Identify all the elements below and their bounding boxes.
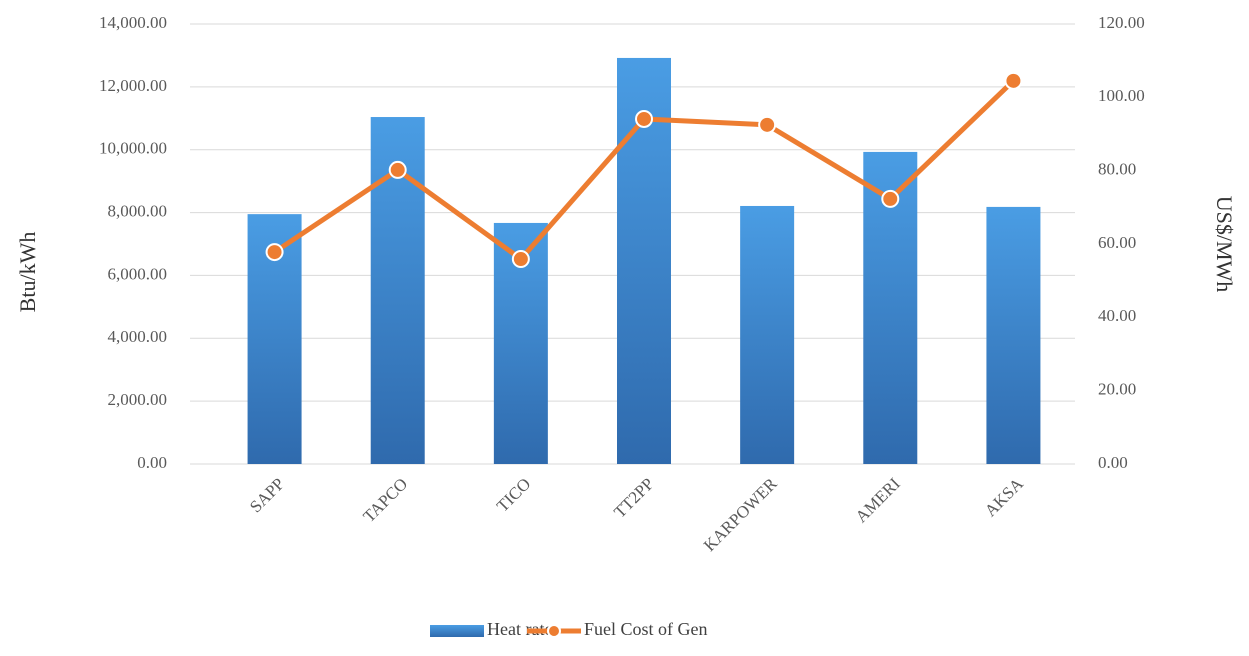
x-tick-label: TICO [493, 474, 534, 515]
y-tick-label: 2,000.00 [108, 390, 168, 409]
bar [986, 206, 1041, 464]
x-tick-label: AMERI [852, 474, 904, 526]
y2-tick-label: 60.00 [1098, 233, 1136, 252]
y-tick-label: 4,000.00 [108, 327, 168, 346]
line-marker [635, 109, 653, 128]
y2-axis-title: US$/MWh [1212, 196, 1237, 293]
x-tick-label: AKSA [981, 474, 1028, 521]
y2-tick-label: 0.00 [1098, 453, 1128, 472]
y-tick-label: 0.00 [137, 453, 167, 472]
line-marker [1004, 71, 1023, 90]
legend-swatch [430, 625, 484, 637]
x-tick-label: TAPCO [359, 474, 411, 526]
y-tick-label: 8,000.00 [108, 201, 168, 220]
legend-marker [547, 624, 561, 638]
line-marker [881, 189, 900, 208]
y2-tick-label: 20.00 [1098, 380, 1136, 399]
y2-tick-label: 80.00 [1098, 160, 1136, 179]
y2-tick-label: 100.00 [1098, 86, 1145, 105]
y-tick-label: 6,000.00 [108, 264, 168, 283]
y2-tick-label: 120.00 [1098, 13, 1145, 32]
line-marker [758, 115, 777, 134]
y2-tick-label: 40.00 [1098, 306, 1136, 325]
y-tick-label: 10,000.00 [99, 139, 167, 158]
x-tick-label: SAPP [246, 474, 288, 516]
y-tick-label: 12,000.00 [99, 76, 167, 95]
line-marker [265, 243, 284, 262]
y-tick-label: 14,000.00 [99, 13, 167, 32]
bar [740, 205, 795, 464]
x-tick-label: KARPOWER [700, 474, 781, 555]
legend-label: Fuel Cost of Gen [584, 619, 708, 639]
line-marker [388, 160, 407, 179]
legend-label: Heat rate [487, 619, 552, 639]
line-marker [511, 250, 530, 269]
x-tick-label: TT2PP [610, 474, 658, 522]
y-axis-title: Btu/kWh [15, 232, 40, 313]
